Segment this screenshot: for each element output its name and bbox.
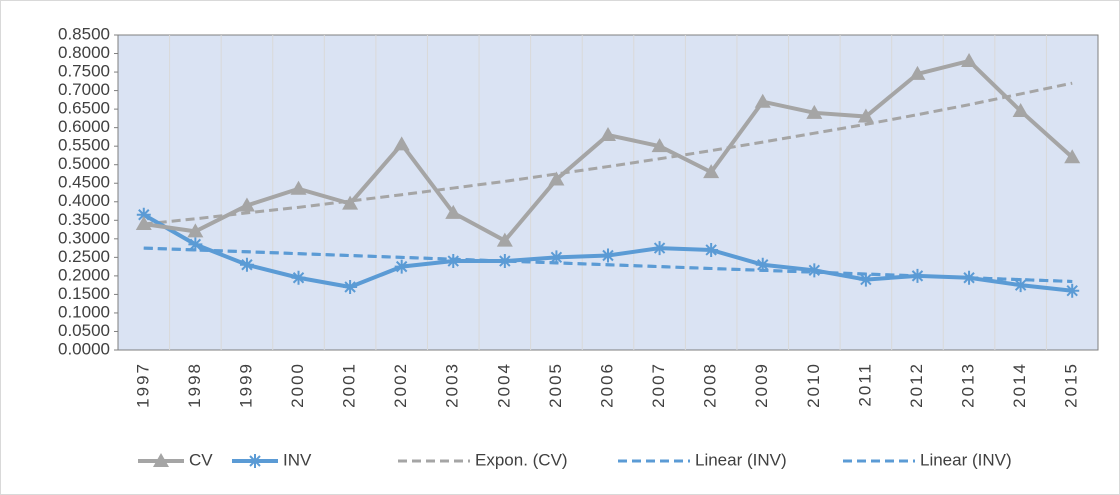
triangle-marker [1012,102,1029,117]
triangle-marker [342,195,359,210]
y-tick-label: 0.7500 [58,62,110,81]
x-tick-label: 2000 [288,362,307,408]
x-tick-label: 2008 [701,362,720,408]
legend-label: Expon. (CV) [475,450,568,469]
y-tick-label: 0.7000 [58,80,110,99]
y-tick-label: 0.3000 [58,228,110,247]
triangle-marker [651,138,668,153]
plot-area [117,34,1099,351]
legend-label: CV [189,450,213,469]
y-tick-label: 0.1000 [58,302,110,321]
legend-label: Linear (INV) [695,450,787,469]
y-tick-label: 0.4500 [58,173,110,192]
y-tick-label: 0.1500 [58,284,110,303]
x-tick-label: 2002 [391,362,410,408]
triangle-marker [909,65,926,80]
asterisk-marker [1013,278,1028,293]
x-tick-label: 2005 [546,362,565,408]
asterisk-marker [858,272,873,287]
trend-line [143,81,1073,226]
asterisk-marker [601,248,615,263]
asterisk-marker [446,254,461,269]
y-tick-label: 0.8000 [58,43,110,62]
triangle-marker [238,197,255,212]
triangle-marker [187,223,204,238]
triangle-marker [1064,149,1081,164]
y-tick-label: 0.2000 [58,265,110,284]
legend-label: Linear (INV) [920,450,1012,469]
triangle-marker [548,171,565,186]
asterisk-marker [394,259,409,274]
triangle-marker [600,127,616,142]
asterisk-marker [704,242,719,257]
x-tick-label: 2004 [494,362,513,408]
asterisk-marker [343,280,358,294]
y-tick-label: 0.0500 [58,321,110,340]
x-tick-label: 2013 [959,362,978,408]
triangle-marker [703,164,720,179]
x-tick-label: 2007 [649,362,668,408]
x-tick-label: 2006 [597,362,616,408]
triangle-marker [135,216,152,230]
y-tick-label: 0.8500 [58,24,110,43]
x-tick-label: 2010 [804,362,823,408]
asterisk-marker [188,237,203,252]
y-tick-label: 0.2500 [58,247,110,266]
x-tick-label: 1999 [236,362,255,408]
triangle-marker [961,52,978,67]
asterisk-marker [1065,283,1080,298]
triangle-marker [496,232,513,247]
asterisk-marker [549,250,564,265]
triangle-marker [857,108,874,123]
y-tick-label: 0.5000 [58,154,110,173]
x-tick-label: 2015 [1062,362,1081,408]
y-tick-label: 0.6500 [58,99,110,118]
triangle-marker [445,204,462,219]
x-tick-label: 2012 [907,362,926,408]
triangle-marker [806,104,823,119]
legend-label: INV [283,450,312,469]
x-tick-label: 1997 [133,362,152,408]
y-tick-label: 0.0000 [58,339,110,358]
triangle-marker [393,136,410,151]
asterisk-marker [291,270,306,285]
asterisk-marker [910,268,925,283]
x-tick-label: 2003 [443,362,462,408]
x-tick-label: 2001 [340,362,359,408]
asterisk-marker [497,254,512,269]
legend-marker [153,453,169,467]
asterisk-marker [962,270,977,285]
x-tick-label: 2009 [752,362,771,408]
y-tick-label: 0.4000 [58,191,110,210]
asterisk-marker [136,207,151,222]
asterisk-marker [652,241,667,256]
y-tick-label: 0.5500 [58,136,110,155]
x-tick-label: 2014 [1010,362,1029,408]
legend-marker [248,454,262,468]
y-tick-label: 0.6000 [58,117,110,136]
y-tick-label: 0.3500 [58,210,110,229]
x-tick-label: 2011 [855,362,874,407]
asterisk-marker [239,257,254,272]
triangle-marker [290,180,307,195]
x-tick-label: 1998 [185,362,204,408]
asterisk-marker [755,257,770,272]
triangle-marker [754,93,771,108]
asterisk-marker [807,263,822,278]
